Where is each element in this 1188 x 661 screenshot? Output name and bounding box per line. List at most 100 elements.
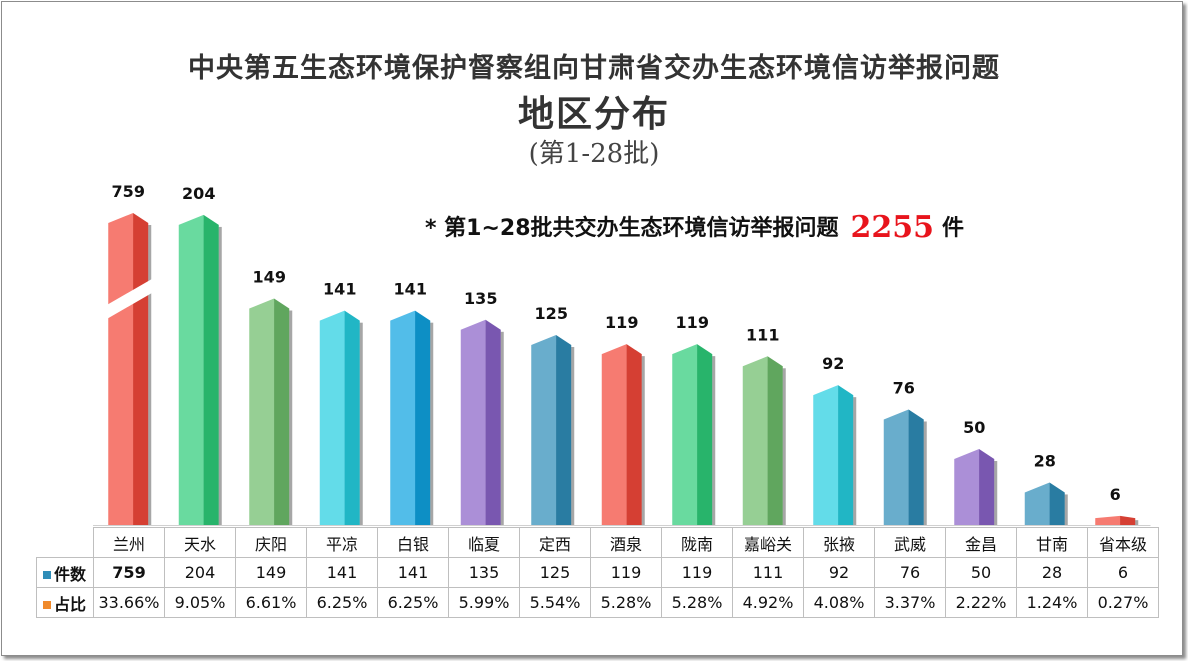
count-cell-天水: 204 — [164, 557, 236, 588]
ratio-cell-金昌: 2.22% — [945, 587, 1017, 618]
count-cell-兰州: 759 — [93, 557, 165, 588]
bar-shadow-兰州 — [148, 225, 152, 525]
legend-ratio-label: 占比 — [54, 594, 87, 614]
bar-face-dark-甘南 — [1049, 482, 1065, 525]
bar-金昌 — [954, 449, 998, 525]
bar-shadow-临夏 — [500, 331, 504, 525]
ratio-cell-张掖: 4.08% — [803, 587, 875, 618]
count-cell-武威: 76 — [874, 557, 946, 588]
bar-face-light-张掖 — [813, 385, 839, 525]
bar-张掖 — [813, 385, 857, 525]
bar-face-light-临夏 — [460, 319, 486, 525]
bar-shadow-金昌 — [994, 461, 998, 525]
ratio-cell-武威: 3.37% — [874, 587, 946, 618]
category-label-酒泉: 酒泉 — [590, 527, 662, 558]
data-label-定西: 125 — [535, 304, 568, 323]
bar-shadow-嘉峪关 — [782, 368, 786, 525]
bar-face-light-金昌 — [954, 449, 980, 525]
bar-天水 — [178, 214, 222, 526]
legend-count: 件数 — [36, 557, 94, 588]
category-label-嘉峪关: 嘉峪关 — [732, 527, 804, 558]
category-label-甘南: 甘南 — [1016, 527, 1088, 558]
bar-庆阳 — [249, 298, 293, 525]
data-label-武威: 76 — [893, 378, 915, 397]
total-count: 2255 — [850, 210, 935, 245]
count-cell-平凉: 141 — [306, 557, 378, 588]
bar-face-dark-天水 — [203, 214, 219, 526]
bar-face-light-平凉 — [319, 310, 345, 525]
bar-省本级 — [1095, 515, 1139, 525]
bar-face-light-兰州 — [108, 213, 134, 525]
bar-face-dark-张掖 — [838, 385, 854, 525]
bar-shadow-张掖 — [853, 397, 857, 525]
bar-face-dark-定西 — [556, 335, 572, 525]
count-cell-嘉峪关: 111 — [732, 557, 804, 588]
bar-shadow-酒泉 — [641, 356, 645, 525]
total-note: * 第1~28批共交办生态环境信访举报问题 2255 件 — [425, 210, 964, 245]
category-label-张掖: 张掖 — [803, 527, 875, 558]
bar-shadow-武威 — [923, 421, 927, 525]
table-row-count: 件数 759 204 149 141 141 135 125 119 119 111 92 76 50 28… — [36, 557, 1159, 588]
legend-count-label: 件数 — [54, 564, 87, 584]
ratio-cell-天水: 9.05% — [164, 587, 236, 618]
batch-range: (第1-28批) — [528, 139, 660, 169]
ratio-cell-陇南: 5.28% — [661, 587, 733, 618]
bar-酒泉 — [601, 344, 645, 525]
ratio-cell-平凉: 6.25% — [306, 587, 378, 618]
ratio-cell-酒泉: 5.28% — [590, 587, 662, 618]
bar-face-light-甘南 — [1024, 482, 1050, 525]
bar-武威 — [883, 409, 927, 525]
bar-face-dark-金昌 — [979, 449, 995, 525]
count-cell-定西: 125 — [519, 557, 591, 588]
category-label-白银: 白银 — [377, 527, 449, 558]
count-cell-张掖: 92 — [803, 557, 875, 588]
ratio-cell-定西: 5.54% — [519, 587, 591, 618]
data-label-陇南: 119 — [676, 313, 709, 332]
chart-title: 中央第五生态环境保护督察组向甘肃省交办生态环境信访举报问题 — [188, 53, 1000, 84]
data-label-甘南: 28 — [1034, 451, 1056, 470]
category-label-临夏: 临夏 — [448, 527, 520, 558]
bar-face-light-武威 — [883, 409, 909, 525]
bar-face-dark-临夏 — [485, 319, 501, 525]
bar-shadow-平凉 — [359, 322, 363, 525]
table-row-categories: 兰州 天水 庆阳 平凉 白银 临夏 定西 酒泉 陇南 嘉峪关 张掖 武威 金昌 甘南 省本级 — [37, 527, 1159, 558]
bar-shadow-省本级 — [1135, 520, 1139, 525]
count-cell-金昌: 50 — [945, 557, 1017, 588]
ratio-cell-临夏: 5.99% — [448, 587, 520, 618]
data-label-临夏: 135 — [464, 289, 497, 308]
total-note-prefix: * 第1~28批共交办生态环境信访举报问题 — [425, 216, 839, 241]
count-cell-陇南: 119 — [661, 557, 733, 588]
bar-face-dark-白银 — [415, 310, 431, 525]
data-label-张掖: 92 — [822, 354, 844, 373]
bar-face-light-天水 — [178, 214, 204, 526]
ratio-cell-兰州: 33.66% — [93, 587, 165, 618]
category-label-武威: 武威 — [874, 527, 946, 558]
axis-break-mark — [102, 277, 155, 322]
count-cell-酒泉: 119 — [590, 557, 662, 588]
bar-face-light-嘉峪关 — [742, 356, 768, 525]
bar-face-dark-省本级 — [1120, 515, 1136, 525]
category-label-定西: 定西 — [519, 527, 591, 558]
bar-白银 — [390, 310, 434, 525]
ratio-cell-嘉峪关: 4.92% — [732, 587, 804, 618]
bar-shadow-定西 — [571, 347, 575, 525]
bar-甘南 — [1024, 482, 1068, 525]
category-label-兰州: 兰州 — [93, 527, 165, 558]
bar-陇南 — [672, 344, 716, 525]
bar-face-dark-酒泉 — [626, 344, 642, 525]
category-label-金昌: 金昌 — [945, 527, 1017, 558]
count-cell-庆阳: 149 — [235, 557, 307, 588]
bar-shadow-陇南 — [712, 356, 716, 525]
data-label-兰州: 759 — [112, 182, 145, 201]
category-label-省本级: 省本级 — [1087, 527, 1159, 558]
bar-嘉峪关 — [742, 356, 786, 525]
bar-face-dark-庆阳 — [274, 298, 290, 525]
category-label-庆阳: 庆阳 — [235, 527, 307, 558]
count-cell-甘南: 28 — [1016, 557, 1088, 588]
bar-face-light-定西 — [531, 335, 557, 525]
bar-shadow-天水 — [218, 226, 222, 526]
data-label-天水: 204 — [182, 184, 215, 203]
bar-face-dark-嘉峪关 — [767, 356, 783, 525]
count-cell-临夏: 135 — [448, 557, 520, 588]
